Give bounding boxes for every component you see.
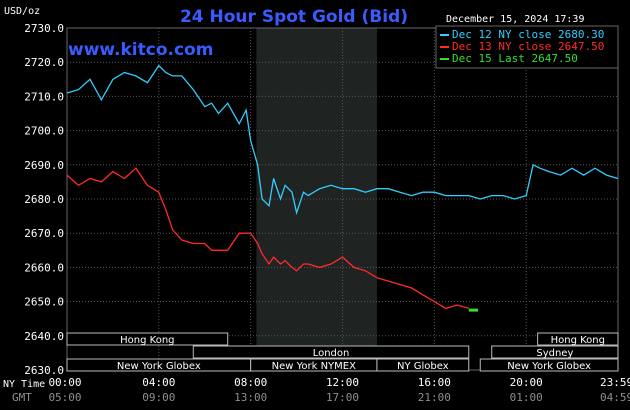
session-bar bbox=[376, 358, 470, 372]
site-watermark: www.kitco.com bbox=[68, 40, 213, 60]
x-tick-label-gmt: 05:00 bbox=[48, 391, 81, 404]
session-bar bbox=[66, 332, 229, 346]
session-label: Sydney bbox=[536, 348, 573, 359]
y-tick-label: 2660.0 bbox=[24, 261, 64, 274]
session-label: New York NYMEX bbox=[272, 361, 357, 372]
x-tick-label-ny: 00:00 bbox=[48, 376, 81, 389]
chart-title: 24 Hour Spot Gold (Bid) bbox=[180, 7, 408, 27]
session-bar bbox=[479, 358, 619, 372]
y-axis-ticks: 2730.0 2720.0 2710.0 2700.0 2690.0 2680.0 2670… bbox=[24, 22, 64, 377]
x-tick-label-gmt: 09:00 bbox=[142, 391, 175, 404]
x-tick-label-ny: 12:00 bbox=[326, 376, 359, 389]
session-bar bbox=[192, 345, 470, 359]
session-bar bbox=[491, 345, 619, 359]
x-tick-label-ny: 20:00 bbox=[510, 376, 543, 389]
series-line bbox=[66, 167, 469, 310]
legend-label-dec15: Dec 15 Last 2647.50 bbox=[452, 52, 578, 65]
session-bar bbox=[537, 332, 619, 346]
x-tick-label-gmt: 17:00 bbox=[326, 391, 359, 404]
x-tick-label-gmt: 13:00 bbox=[234, 391, 267, 404]
gmt-label: GMT bbox=[12, 391, 32, 404]
y-tick-label: 2690.0 bbox=[24, 159, 64, 172]
legend-label-dec13: Dec 13 NY close 2647.50 bbox=[452, 40, 604, 53]
y-tick-label: 2710.0 bbox=[24, 90, 64, 103]
session-label: NY Globex bbox=[397, 361, 449, 372]
session-label: Hong Kong bbox=[551, 335, 605, 346]
unit-label: USD/oz bbox=[4, 6, 40, 17]
date-stamp: December 15, 2024 17:39 bbox=[446, 14, 584, 25]
session-label: Hong Kong bbox=[120, 335, 174, 346]
x-tick-label-ny: 16:00 bbox=[418, 376, 451, 389]
session-label: New York Globex bbox=[507, 361, 591, 372]
y-tick-label: 2720.0 bbox=[24, 56, 64, 69]
legend: Dec 12 NY close 2680.30 Dec 13 NY close … bbox=[435, 25, 619, 69]
series-line bbox=[66, 64, 618, 216]
ny-time-label: NY Time bbox=[3, 379, 45, 390]
legend-box bbox=[435, 25, 619, 69]
x-tick-label-gmt: 21:00 bbox=[418, 391, 451, 404]
x-tick-label-ny: 23:59 bbox=[600, 376, 630, 389]
session-label: London bbox=[313, 348, 350, 359]
y-tick-label: 2730.0 bbox=[24, 22, 64, 35]
y-tick-label: 2640.0 bbox=[24, 330, 64, 343]
x-tick-label-ny: 08:00 bbox=[234, 376, 267, 389]
x-tick-label-gmt: 01:00 bbox=[510, 391, 543, 404]
x-tick-label-gmt: 04:59 bbox=[600, 391, 630, 404]
price-series bbox=[66, 64, 618, 312]
y-tick-label: 2700.0 bbox=[24, 125, 64, 138]
y-tick-label: 2650.0 bbox=[24, 296, 64, 309]
y-tick-label: 2630.0 bbox=[24, 364, 64, 377]
y-tick-label: 2680.0 bbox=[24, 193, 64, 206]
y-tick-label: 2670.0 bbox=[24, 227, 64, 240]
legend-label-dec12: Dec 12 NY close 2680.30 bbox=[452, 28, 604, 41]
market-sessions: Hong Kong Hong Kong London Sydney New York G… bbox=[66, 332, 619, 372]
x-axis-ticks: 00:00 05:00 04:00 09:00 08:00 13:00 12:00 17:00… bbox=[48, 376, 630, 404]
x-tick-label-ny: 04:00 bbox=[142, 376, 175, 389]
session-label: New York Globex bbox=[117, 361, 201, 372]
